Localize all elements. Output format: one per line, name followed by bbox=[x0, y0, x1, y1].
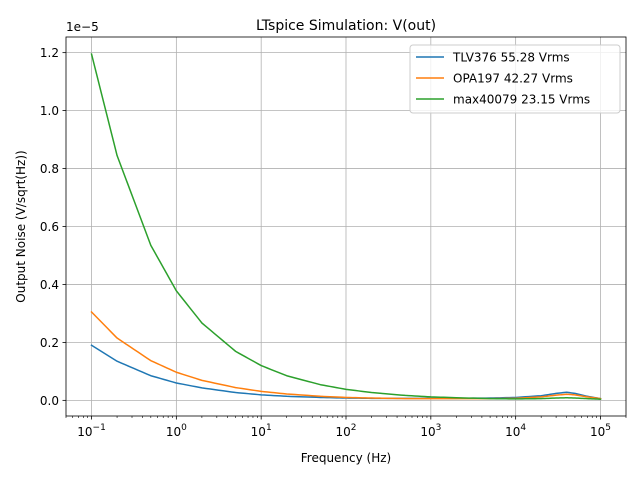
y-axis-offset-text: 1e−5 bbox=[66, 20, 99, 34]
x-tick-label: 102 bbox=[335, 423, 356, 439]
chart-title: LTspice Simulation: V(out) bbox=[256, 18, 436, 34]
series-line bbox=[90, 310, 602, 400]
series-lines bbox=[90, 53, 602, 400]
x-tick-label: 105 bbox=[590, 423, 611, 439]
legend-entry: max40079 23.15 Vrms bbox=[453, 93, 590, 107]
x-tick-label: 103 bbox=[420, 423, 441, 439]
x-tick-label: 10−1 bbox=[77, 423, 106, 439]
grid bbox=[66, 37, 626, 416]
y-axis-label: Output Noise (V/sqrt(Hz)) bbox=[14, 150, 28, 302]
y-tick-label: 0.8 bbox=[40, 162, 59, 176]
y-tick-label: 0.2 bbox=[40, 336, 59, 350]
x-tick-label: 100 bbox=[166, 423, 187, 439]
x-tick-label: 104 bbox=[505, 423, 526, 439]
y-tick-label: 0.4 bbox=[40, 278, 59, 292]
legend-entry: OPA197 42.27 Vrms bbox=[453, 72, 573, 86]
y-tick-label: 0.6 bbox=[40, 220, 59, 234]
legend-entry: TLV376 55.28 Vrms bbox=[452, 51, 570, 65]
legend-box bbox=[409, 44, 621, 114]
y-tick-label: 0.0 bbox=[40, 394, 59, 408]
axis-ticks: 10−1 100 101 102 103 104 105 0.0 0.2 0.4 0.6 0.8 1.0… bbox=[40, 46, 627, 439]
series-line bbox=[90, 53, 602, 400]
y-tick-label: 1.0 bbox=[40, 104, 59, 118]
x-axis-label: Frequency (Hz) bbox=[301, 451, 392, 465]
legend: TLV376 55.28 Vrms OPA197 42.27 Vrms max400… bbox=[409, 44, 621, 114]
y-tick-label: 1.2 bbox=[40, 46, 59, 60]
x-tick-label: 101 bbox=[251, 423, 272, 439]
